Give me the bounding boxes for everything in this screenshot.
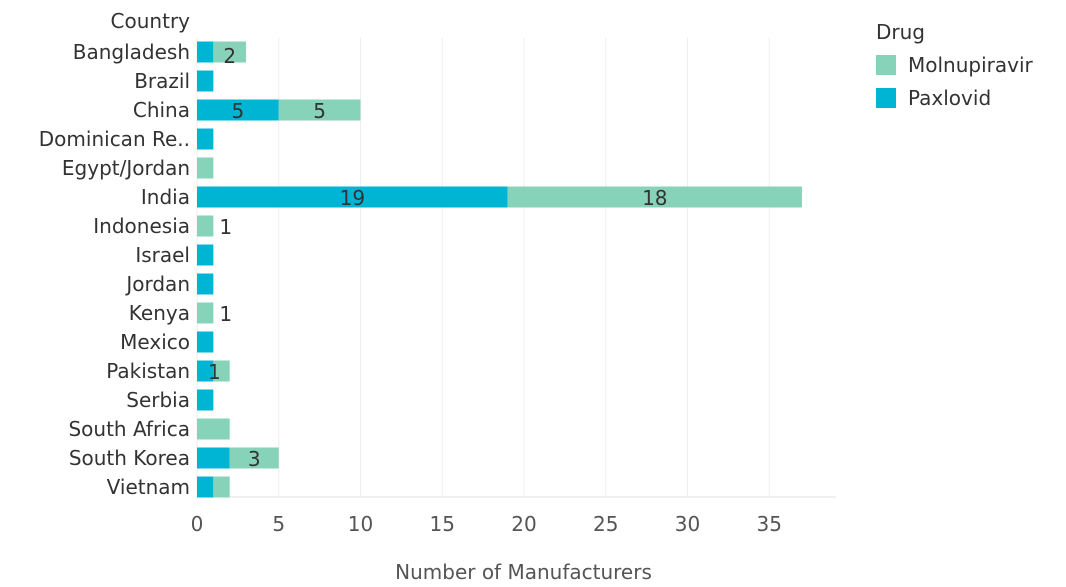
category-label-15: Vietnam <box>107 475 190 499</box>
legend-label-molnupiravir: Molnupiravir <box>908 52 1033 77</box>
category-label-10: Mexico <box>120 330 190 354</box>
category-label-6: Indonesia <box>93 214 190 238</box>
data-label-paxlovid-2: 5 <box>232 99 245 123</box>
legend: Drug Molnupiravir Paxlovid <box>876 20 1033 114</box>
x-tick-label-3: 15 <box>430 512 455 536</box>
legend-item-paxlovid[interactable]: Paxlovid <box>876 81 1033 114</box>
category-label-9: Kenya <box>129 301 190 325</box>
legend-title: Drug <box>876 20 925 44</box>
x-tick-label-1: 5 <box>272 512 285 536</box>
bar-paxlovid-14 <box>197 447 230 469</box>
x-tick-label-7: 35 <box>757 512 782 536</box>
bar-molnupiravir-2 <box>278 99 361 121</box>
legend-swatch-molnupiravir <box>876 54 896 75</box>
bar-molnupiravir-4 <box>197 157 214 179</box>
legend-label-paxlovid: Paxlovid <box>908 85 992 110</box>
category-label-2: China <box>133 98 190 122</box>
x-tick-label-0: 0 <box>191 512 204 536</box>
category-label-5: India <box>141 185 190 209</box>
bar-molnupiravir-9 <box>197 302 214 324</box>
bar-paxlovid-1 <box>197 70 214 92</box>
legend-item-molnupiravir[interactable]: Molnupiravir <box>876 48 1033 81</box>
legend-swatch-paxlovid <box>876 87 896 108</box>
bar-molnupiravir-6 <box>197 215 214 237</box>
data-label-molnupiravir-11: 1 <box>208 360 221 384</box>
bar-paxlovid-0 <box>197 41 214 63</box>
category-label-4: Egypt/Jordan <box>62 156 190 180</box>
data-label-molnupiravir-9: 1 <box>219 302 232 326</box>
data-label-paxlovid-5: 19 <box>340 186 365 210</box>
data-label-molnupiravir-6: 1 <box>219 215 232 239</box>
data-label-molnupiravir-5: 18 <box>642 186 667 210</box>
bar-molnupiravir-11 <box>213 360 230 382</box>
category-label-1: Brazil <box>134 69 190 93</box>
category-label-11: Pakistan <box>106 359 190 383</box>
x-tick-label-5: 25 <box>593 512 618 536</box>
row-header-country: Country <box>111 9 191 33</box>
category-label-7: Israel <box>135 243 190 267</box>
data-label-molnupiravir-2: 5 <box>313 99 326 123</box>
data-label-molnupiravir-14: 3 <box>248 447 261 471</box>
bar-molnupiravir-5 <box>507 186 802 208</box>
bar-paxlovid-15 <box>197 476 214 498</box>
x-tick-label-2: 10 <box>348 512 373 536</box>
category-label-14: South Korea <box>69 446 190 470</box>
bar-paxlovid-3 <box>197 128 214 150</box>
bar-paxlovid-12 <box>197 389 214 411</box>
bar-paxlovid-7 <box>197 244 214 266</box>
category-label-13: South Africa <box>68 417 190 441</box>
category-label-3: Dominican Re.. <box>39 127 190 151</box>
bar-molnupiravir-15 <box>213 476 230 498</box>
data-label-molnupiravir-0: 2 <box>223 44 236 68</box>
bar-molnupiravir-14 <box>229 447 279 469</box>
x-tick-label-6: 30 <box>675 512 700 536</box>
bar-molnupiravir-0 <box>213 41 247 63</box>
x-tick-label-4: 20 <box>511 512 536 536</box>
category-label-8: Jordan <box>124 272 190 296</box>
x-axis-title: Number of Manufacturers <box>395 560 652 583</box>
bar-paxlovid-5 <box>197 186 508 208</box>
bar-paxlovid-11 <box>197 360 214 382</box>
bar-paxlovid-2 <box>197 99 279 121</box>
bar-molnupiravir-13 <box>197 418 230 440</box>
category-label-0: Bangladesh <box>73 40 190 64</box>
bar-paxlovid-8 <box>197 273 214 295</box>
category-label-12: Serbia <box>126 388 190 412</box>
bar-paxlovid-10 <box>197 331 214 353</box>
